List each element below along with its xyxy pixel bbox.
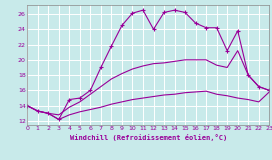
X-axis label: Windchill (Refroidissement éolien,°C): Windchill (Refroidissement éolien,°C)	[70, 134, 227, 141]
